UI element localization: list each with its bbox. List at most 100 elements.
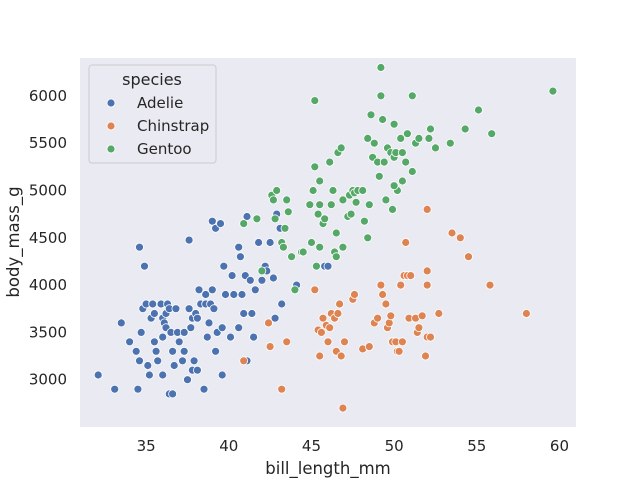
data-point (234, 323, 244, 333)
data-point (135, 356, 144, 366)
data-point (397, 176, 407, 186)
legend-label-adelie: Adelie (137, 94, 183, 112)
data-point (338, 195, 348, 205)
data-point (311, 261, 321, 271)
data-point (189, 356, 199, 366)
data-point (239, 309, 249, 318)
data-point (239, 356, 249, 366)
data-point (268, 195, 278, 205)
data-point (158, 332, 168, 342)
legend-marker-chinstrap (106, 121, 116, 131)
data-point (374, 171, 384, 181)
data-point (151, 346, 161, 356)
data-point (143, 361, 153, 370)
data-point (227, 271, 237, 281)
data-point (376, 280, 386, 290)
data-point (217, 370, 227, 380)
data-point (401, 238, 411, 247)
data-point (149, 309, 159, 318)
data-point (237, 290, 247, 299)
legend-label-chinstrap: Chinstrap (137, 117, 209, 135)
data-point (308, 186, 318, 195)
data-point (389, 119, 399, 129)
data-point (168, 389, 178, 399)
data-point (194, 285, 204, 295)
data-point (153, 356, 163, 366)
data-point (211, 346, 221, 356)
data-point (249, 332, 259, 342)
data-point (421, 351, 430, 361)
data-point (414, 133, 424, 143)
data-point (338, 403, 348, 413)
data-point (192, 365, 202, 375)
x-tick-label: 60 (550, 437, 569, 455)
data-point (207, 285, 217, 295)
data-point (417, 311, 427, 321)
y-tick-labels: 3000 3500 4000 4500 5000 5500 6000 (29, 87, 67, 389)
data-point (396, 280, 406, 290)
data-point (426, 124, 435, 134)
data-point (257, 275, 267, 285)
data-point (522, 309, 531, 318)
data-point (340, 337, 349, 347)
data-point (184, 304, 194, 314)
x-tick-label: 45 (302, 437, 321, 455)
data-point (431, 143, 440, 153)
data-point (310, 285, 320, 295)
data-point (116, 318, 126, 328)
data-point (407, 167, 417, 176)
data-point (335, 299, 345, 309)
data-points (93, 63, 558, 413)
data-point (257, 266, 267, 276)
y-tick-label: 4500 (29, 229, 67, 247)
data-point (422, 204, 432, 214)
data-point (401, 157, 411, 167)
data-point (455, 233, 465, 243)
data-point (426, 332, 435, 342)
data-point (287, 252, 297, 262)
data-point (207, 216, 217, 226)
legend: species Adelie Chinstrap Gentoo (88, 64, 217, 164)
data-point (396, 133, 406, 143)
data-point (226, 332, 235, 342)
data-point (174, 337, 184, 347)
data-point (93, 370, 103, 380)
data-point (282, 337, 292, 347)
data-point (298, 247, 308, 257)
legend-label-gentoo: Gentoo (137, 140, 192, 158)
data-point (234, 242, 244, 252)
data-point (373, 313, 383, 323)
data-point (379, 157, 389, 167)
data-point (179, 327, 189, 337)
data-point (283, 207, 293, 217)
data-point (171, 304, 181, 314)
data-point (202, 332, 212, 342)
data-point (183, 375, 192, 385)
data-point (422, 280, 432, 290)
data-point (338, 242, 348, 252)
data-point (315, 351, 325, 361)
data-point (351, 197, 361, 207)
data-point (326, 200, 336, 210)
data-point (313, 209, 323, 219)
data-point (140, 261, 149, 271)
data-point (239, 219, 249, 229)
data-point (254, 238, 264, 247)
data-point (229, 290, 239, 299)
data-point (315, 200, 325, 210)
data-point (434, 309, 444, 318)
data-point (135, 242, 144, 252)
data-point (445, 138, 455, 148)
data-point (424, 133, 434, 143)
data-point (217, 323, 227, 333)
data-point (325, 323, 335, 333)
data-point (336, 143, 346, 153)
data-point (216, 219, 225, 229)
legend-box (88, 64, 217, 164)
data-point (386, 311, 396, 321)
data-point (186, 323, 196, 333)
data-point (235, 252, 245, 262)
data-point (201, 290, 211, 299)
data-point (247, 309, 257, 318)
data-point (168, 346, 178, 356)
